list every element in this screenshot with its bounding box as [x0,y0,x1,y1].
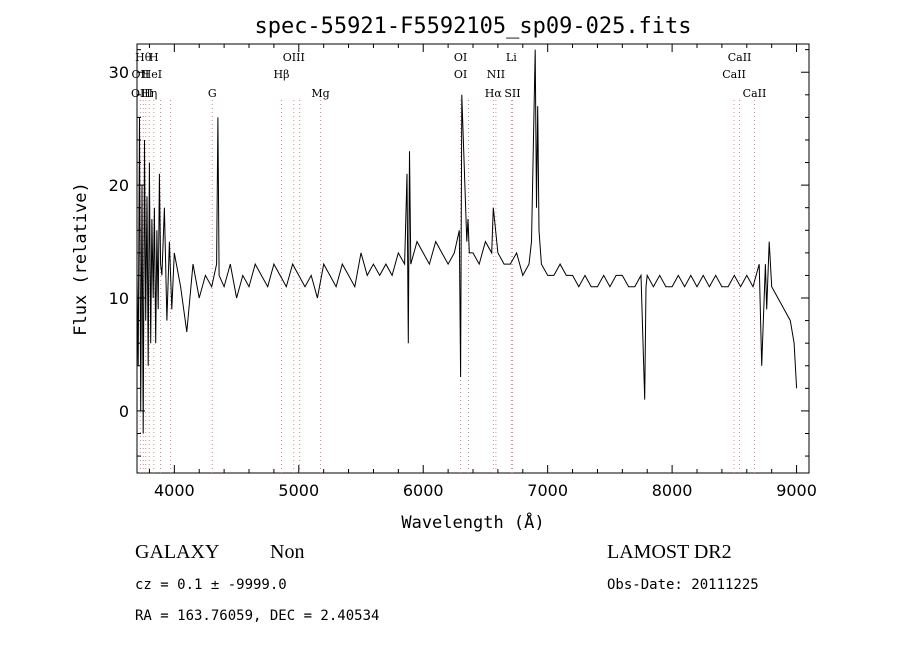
redshift-value: cz = 0.1 ± -9999.0 [135,577,287,593]
x-tick-label-1: 5000 [278,481,319,500]
line-label-11: OI [454,68,467,81]
line-label-16: CaII [728,51,752,64]
marker-lines [139,100,755,473]
line-label-17: CaII [722,68,746,81]
object-subclass: Non [270,541,304,563]
line-label-14: Hα [485,87,503,100]
x-tick-label-2: 6000 [403,481,444,500]
series-layer [136,49,798,434]
y-axis: 0 10 20 30 [109,49,809,457]
spectrum-series-0 [136,49,798,434]
line-label-3: HeI [142,68,162,81]
line-label-15: SII [504,87,520,100]
object-class: GALAXY [135,541,219,563]
x-tick-label-5: 9000 [776,481,817,500]
chart-title: spec-55921-F5592105_sp09-025.fits [254,14,691,39]
line-label-1: H [149,51,159,64]
line-label-18: CaII [743,87,767,100]
line-label-4: OIII [131,87,153,100]
x-tick-label-3: 7000 [527,481,568,500]
line-label-6: G [208,87,217,100]
info-panel: GALAXY Non LAMOST DR2 cz = 0.1 ± -9999.0… [135,541,759,624]
line-label-7: OIII [283,51,305,64]
line-label-8: Hβ [274,68,290,81]
coordinates: RA = 163.76059, DEC = 2.40534 [135,608,379,624]
survey-name: LAMOST DR2 [607,541,732,563]
line-label-10: OI [454,51,467,64]
plot-frame [136,43,810,474]
x-tick-label-4: 8000 [652,481,693,500]
line-label-2: OII [132,68,150,81]
y-tick-label-0: 0 [119,402,129,421]
y-tick-label-3: 30 [109,63,129,82]
line-label-9: Mg [311,87,329,100]
y-tick-label-2: 20 [109,176,129,195]
line-label-12: Li [506,51,517,64]
y-tick-label-1: 10 [109,289,129,308]
line-label-13: NII [487,68,505,81]
x-tick-label-0: 4000 [154,481,195,500]
line-label-0: Hθ [135,51,152,64]
x-axis: 4000 5000 6000 7000 8000 9000 [148,44,817,500]
line-label-5: Hη [141,87,157,100]
y-axis-label: Flux (relative) [71,182,91,336]
obs-date: Obs-Date: 20111225 [607,577,759,593]
x-axis-label: Wavelength (Å) [401,511,544,533]
